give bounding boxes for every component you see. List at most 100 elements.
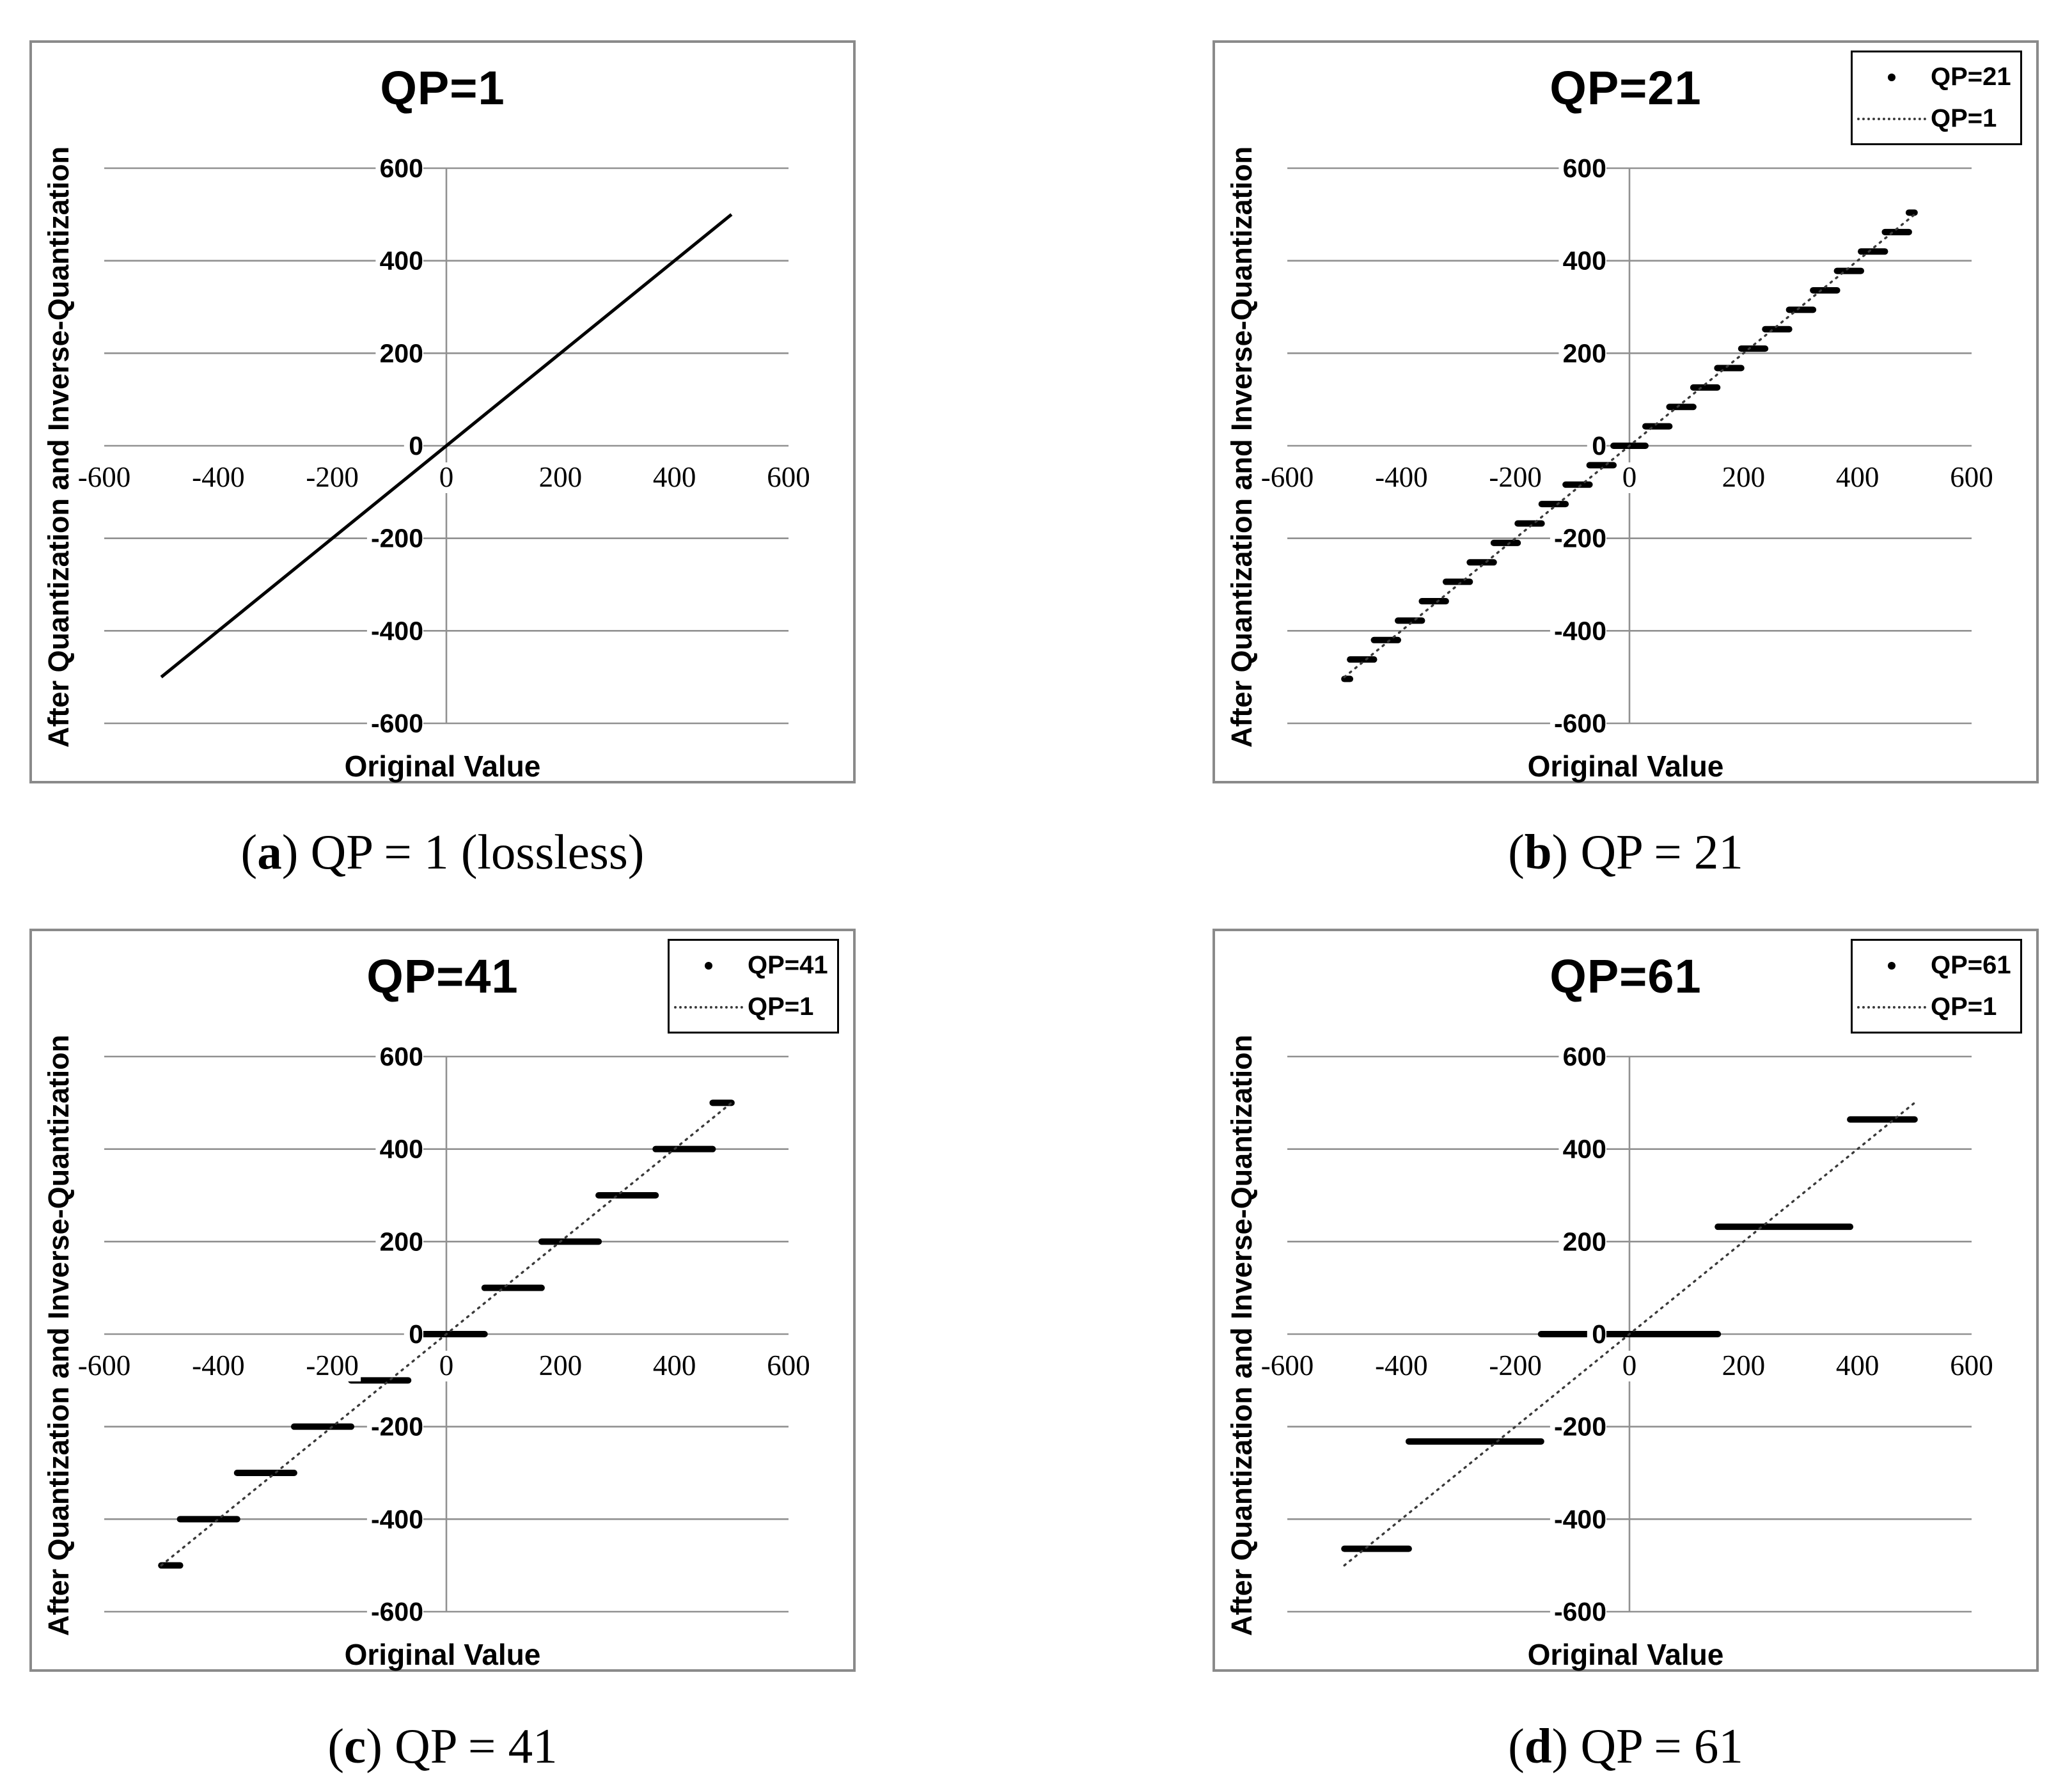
legend-entry: QP=61 <box>1853 951 2020 980</box>
svg-text:-200: -200 <box>1554 524 1606 553</box>
plot-area: 600 400 200 0 -200 -400 -600 -600 -400 -200 0 200 40… <box>1259 1042 1995 1626</box>
chart-title: QP=21 <box>1550 61 1702 114</box>
svg-text:-200: -200 <box>371 1412 423 1442</box>
svg-text:0: 0 <box>1622 461 1637 493</box>
x-axis-title: Original Value <box>1527 1638 1724 1671</box>
svg-text:-400: -400 <box>1554 1504 1606 1534</box>
figure-caption: (b) QP = 21 <box>1508 824 1743 879</box>
x-axis-title: Original Value <box>344 1638 541 1671</box>
svg-text:200: 200 <box>1563 338 1606 368</box>
legend-entry: QP=41 <box>670 951 837 980</box>
svg-text:0: 0 <box>1592 1319 1606 1349</box>
y-axis-title: After Quantization and Inverse-Quantizat… <box>1225 146 1258 748</box>
svg-text:-600: -600 <box>371 1597 423 1626</box>
svg-text:-400: -400 <box>371 1504 423 1534</box>
svg-text:200: 200 <box>1722 1349 1766 1381</box>
svg-text:0: 0 <box>1592 431 1606 460</box>
plot-area: 600 400 200 0 -200 -400 -600 -600 -400 -200 0 200 40… <box>75 1042 812 1626</box>
legend: QP=41 QP=1 <box>668 939 839 1034</box>
svg-text:600: 600 <box>380 1042 423 1071</box>
chart-title: QP=41 <box>366 950 519 1003</box>
svg-text:400: 400 <box>653 461 696 493</box>
legend-entry-label: QP=41 <box>748 951 828 979</box>
svg-text:-200: -200 <box>1489 461 1542 493</box>
legend-entry: QP=1 <box>1853 104 2020 133</box>
svg-text:0: 0 <box>1622 1349 1637 1381</box>
svg-text:0: 0 <box>439 1349 454 1381</box>
chart-title: QP=61 <box>1550 950 1702 1003</box>
svg-text:-400: -400 <box>371 616 423 645</box>
chart-title: QP=1 <box>380 61 505 114</box>
legend-dotted-line-marker <box>1853 1005 1931 1009</box>
svg-text:0: 0 <box>409 1319 423 1349</box>
x-axis-title: Original Value <box>1527 750 1724 783</box>
chart-panel-d: 600 400 200 0 -200 -400 -600 -600 -400 -200 0 200 40… <box>1213 929 2039 1672</box>
svg-text:400: 400 <box>1563 1135 1606 1164</box>
svg-text:-600: -600 <box>1261 1349 1314 1381</box>
svg-text:-200: -200 <box>306 1349 359 1381</box>
y-axis-title: After Quantization and Inverse-Quantizat… <box>1225 1034 1258 1637</box>
svg-text:-400: -400 <box>192 1349 245 1381</box>
svg-text:400: 400 <box>1836 461 1880 493</box>
figure-caption: (d) QP = 61 <box>1508 1718 1743 1773</box>
svg-text:-600: -600 <box>1554 1597 1606 1626</box>
legend-entry-label: QP=1 <box>1931 104 1997 132</box>
figure-caption: (c) QP = 41 <box>327 1718 558 1773</box>
legend-entry-label: QP=1 <box>748 993 814 1021</box>
legend: QP=21 QP=1 <box>1851 51 2022 145</box>
chart-panel-a: 600 400 200 0 -200 -400 -600 -600 -400 -200 0 200 40… <box>29 40 856 783</box>
svg-text:200: 200 <box>1722 461 1766 493</box>
svg-text:600: 600 <box>1950 1349 1993 1381</box>
svg-text:-200: -200 <box>371 524 423 553</box>
svg-text:600: 600 <box>380 153 423 183</box>
chart-panel-c: 600 400 200 0 -200 -400 -600 -600 -400 -200 0 200 40… <box>29 929 856 1672</box>
svg-text:-400: -400 <box>1375 461 1428 493</box>
svg-text:600: 600 <box>767 461 810 493</box>
legend-entry: QP=1 <box>670 993 837 1021</box>
legend-entry: QP=21 <box>1853 63 2020 91</box>
svg-text:200: 200 <box>539 461 583 493</box>
x-axis-title: Original Value <box>344 750 541 783</box>
plot-area: 600 400 200 0 -200 -400 -600 -600 -400 -200 0 200 40… <box>1259 153 1995 738</box>
legend: QP=61 QP=1 <box>1851 939 2022 1034</box>
legend-entry: QP=1 <box>1853 993 2020 1021</box>
svg-text:400: 400 <box>380 246 423 276</box>
svg-text:400: 400 <box>380 1135 423 1164</box>
svg-text:-200: -200 <box>1489 1349 1542 1381</box>
legend-dot-marker <box>1853 961 1931 970</box>
svg-text:-400: -400 <box>1375 1349 1428 1381</box>
svg-text:-600: -600 <box>1261 461 1314 493</box>
svg-text:600: 600 <box>1563 1042 1606 1071</box>
legend-dotted-line-marker <box>670 1005 748 1009</box>
legend-entry-label: QP=21 <box>1931 63 2011 91</box>
svg-text:600: 600 <box>1563 153 1606 183</box>
svg-text:-200: -200 <box>1554 1412 1606 1442</box>
svg-text:200: 200 <box>380 338 423 368</box>
svg-text:600: 600 <box>767 1349 810 1381</box>
svg-text:600: 600 <box>1950 461 1993 493</box>
svg-text:-600: -600 <box>371 709 423 738</box>
svg-text:-600: -600 <box>78 461 131 493</box>
svg-text:-200: -200 <box>306 461 359 493</box>
legend-dotted-line-marker <box>1853 117 1931 120</box>
svg-text:200: 200 <box>380 1227 423 1256</box>
plot-area: 600 400 200 0 -200 -400 -600 -600 -400 -200 0 200 40… <box>75 153 812 738</box>
svg-text:-400: -400 <box>192 461 245 493</box>
svg-text:400: 400 <box>1836 1349 1880 1381</box>
svg-text:400: 400 <box>653 1349 696 1381</box>
svg-text:-400: -400 <box>1554 616 1606 645</box>
legend-entry-label: QP=1 <box>1931 993 1997 1021</box>
svg-text:400: 400 <box>1563 246 1606 276</box>
y-axis-title: After Quantization and Inverse-Quantizat… <box>42 1034 75 1637</box>
legend-entry-label: QP=61 <box>1931 951 2011 979</box>
svg-text:200: 200 <box>539 1349 583 1381</box>
legend-dot-marker <box>1853 73 1931 81</box>
svg-text:-600: -600 <box>78 1349 131 1381</box>
legend-dot-marker <box>670 961 748 970</box>
svg-text:-600: -600 <box>1554 709 1606 738</box>
svg-text:0: 0 <box>439 461 454 493</box>
y-axis-title: After Quantization and Inverse-Quantizat… <box>42 146 75 748</box>
svg-text:0: 0 <box>409 431 423 460</box>
chart-panel-b: 600 400 200 0 -200 -400 -600 -600 -400 -200 0 200 40… <box>1213 40 2039 783</box>
